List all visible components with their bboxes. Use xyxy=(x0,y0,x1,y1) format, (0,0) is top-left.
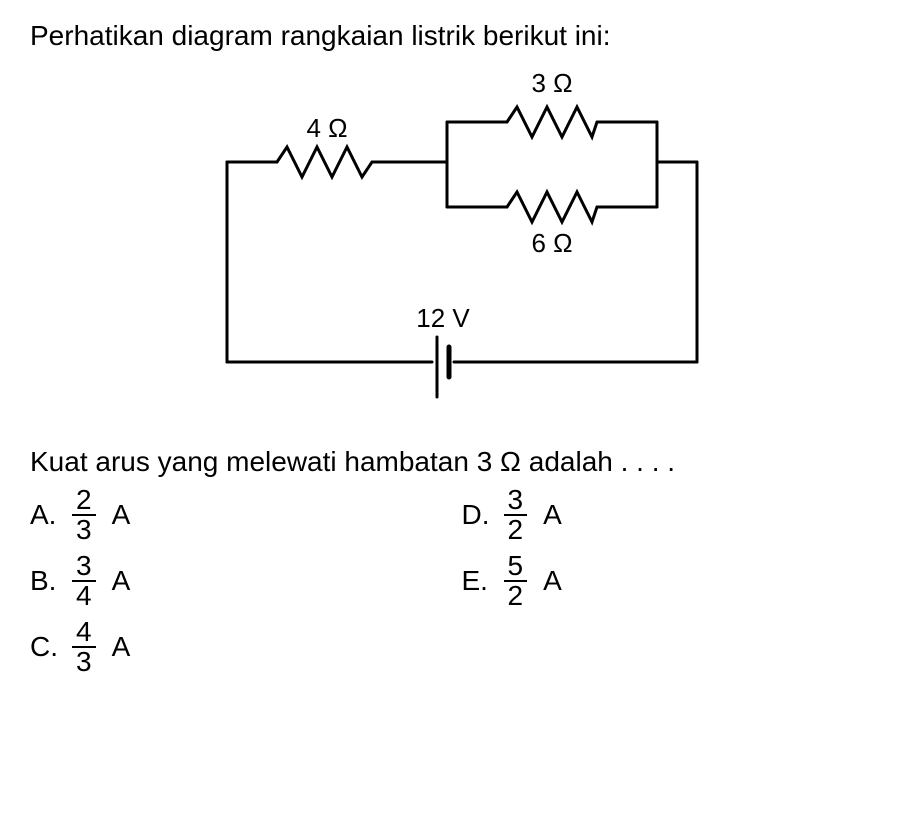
r2-label: 3 Ω xyxy=(531,68,572,98)
option-d-num: 3 xyxy=(504,486,528,516)
option-a-unit: A xyxy=(112,499,131,531)
r1-label: 4 Ω xyxy=(306,113,347,143)
option-a: A. 2 3 A xyxy=(30,486,462,544)
option-d-unit: A xyxy=(543,499,562,531)
option-e-fraction: 5 2 xyxy=(504,552,528,610)
question-text: Perhatikan diagram rangkaian listrik ber… xyxy=(30,20,893,52)
option-b-letter: B. xyxy=(30,565,60,597)
battery-label: 12 V xyxy=(416,303,470,333)
circuit-diagram: 4 Ω 3 Ω 6 Ω 12 V xyxy=(187,62,737,422)
option-e: E. 5 2 A xyxy=(462,552,894,610)
option-e-num: 5 xyxy=(504,552,528,582)
option-b-den: 4 xyxy=(72,582,96,610)
option-c-den: 3 xyxy=(72,648,96,676)
option-e-letter: E. xyxy=(462,565,492,597)
option-a-den: 3 xyxy=(72,516,96,544)
option-e-unit: A xyxy=(543,565,562,597)
answer-options: A. 2 3 A D. 3 2 A B. 3 4 A E. 5 2 A C. 4 xyxy=(30,486,893,676)
option-b-fraction: 3 4 xyxy=(72,552,96,610)
option-c-fraction: 4 3 xyxy=(72,618,96,676)
option-b-num: 3 xyxy=(72,552,96,582)
option-b-unit: A xyxy=(112,565,131,597)
option-e-den: 2 xyxy=(504,582,528,610)
option-d: D. 3 2 A xyxy=(462,486,894,544)
option-a-num: 2 xyxy=(72,486,96,516)
option-c-unit: A xyxy=(112,631,131,663)
option-d-den: 2 xyxy=(504,516,528,544)
option-c: C. 4 3 A xyxy=(30,618,462,676)
option-c-num: 4 xyxy=(72,618,96,648)
option-a-letter: A. xyxy=(30,499,60,531)
follow-up-text: Kuat arus yang melewati hambatan 3 Ω ada… xyxy=(30,442,893,481)
option-c-letter: C. xyxy=(30,631,60,663)
option-a-fraction: 2 3 xyxy=(72,486,96,544)
option-b: B. 3 4 A xyxy=(30,552,462,610)
option-d-letter: D. xyxy=(462,499,492,531)
r3-label: 6 Ω xyxy=(531,228,572,258)
option-d-fraction: 3 2 xyxy=(504,486,528,544)
